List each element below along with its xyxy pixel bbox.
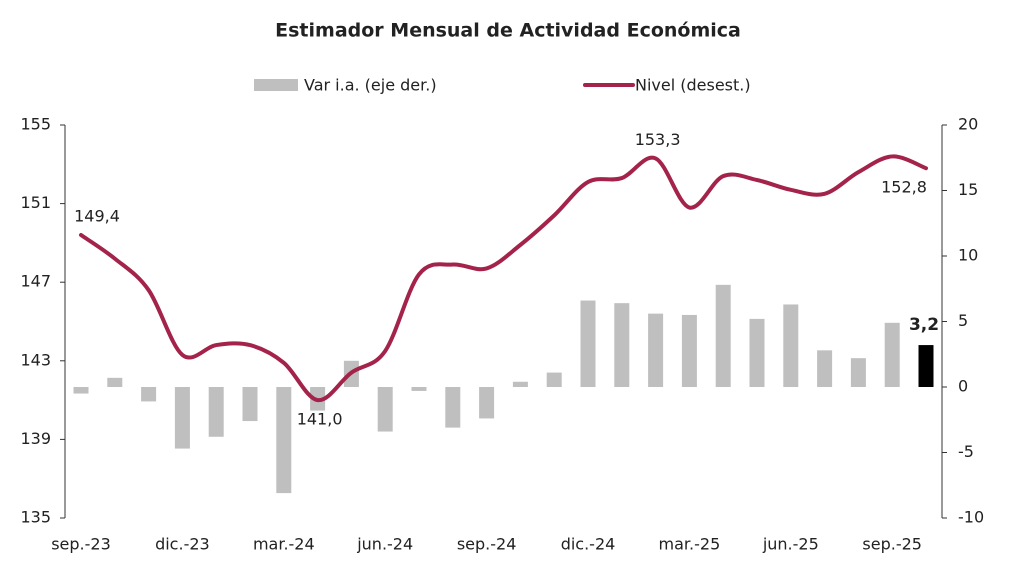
x-tick-label: sep.-24 xyxy=(457,535,517,554)
bar xyxy=(242,387,258,422)
bar xyxy=(715,284,731,387)
x-tick-label: mar.-24 xyxy=(253,535,315,554)
bar xyxy=(749,318,765,387)
y2-tick-label: 15 xyxy=(958,180,978,199)
y-tick-label: 143 xyxy=(20,350,51,369)
line-value-label: 153,3 xyxy=(635,130,681,149)
x-tick-label: jun.-25 xyxy=(762,535,819,554)
y-tick-label: 139 xyxy=(20,429,51,448)
y-tick-label: 135 xyxy=(20,508,51,527)
bar xyxy=(512,381,528,387)
x-tick-label: mar.-25 xyxy=(659,535,721,554)
bar xyxy=(850,358,866,387)
bar xyxy=(377,387,393,432)
legend-label: Var i.a. (eje der.) xyxy=(304,76,437,95)
bar xyxy=(783,304,799,387)
bar xyxy=(817,350,833,387)
bar xyxy=(884,322,900,387)
legend-swatch xyxy=(254,79,298,91)
bar xyxy=(208,387,224,437)
y2-tick-label: -5 xyxy=(958,442,974,461)
bar xyxy=(174,387,190,449)
y-tick-label: 155 xyxy=(20,115,51,134)
bar xyxy=(648,313,664,387)
line xyxy=(79,154,928,403)
bar xyxy=(546,372,562,387)
bar xyxy=(276,387,292,494)
line-value-label: 149,4 xyxy=(74,207,120,226)
bar xyxy=(141,387,157,402)
x-tick-label: jun.-24 xyxy=(356,535,413,554)
y2-tick-label: -10 xyxy=(958,508,984,527)
bar xyxy=(918,345,934,387)
line-value-label: 152,8 xyxy=(881,178,927,197)
bar-value-label: 3,2 xyxy=(909,315,939,335)
y2-tick-label: 10 xyxy=(958,246,978,265)
legend-label: Nivel (desest.) xyxy=(635,76,751,95)
bar xyxy=(411,387,427,391)
bar xyxy=(479,387,495,419)
bar xyxy=(580,300,596,387)
bar xyxy=(107,377,123,387)
y2-tick-label: 20 xyxy=(958,115,978,134)
bar xyxy=(681,314,697,387)
x-tick-label: sep.-23 xyxy=(51,535,111,554)
y2-tick-label: 0 xyxy=(958,377,968,396)
y-tick-label: 147 xyxy=(20,272,51,291)
x-tick-label: dic.-24 xyxy=(561,535,616,554)
x-tick-label: dic.-23 xyxy=(155,535,210,554)
bar xyxy=(614,303,630,387)
x-tick-label: sep.-25 xyxy=(862,535,922,554)
y2-tick-label: 5 xyxy=(958,311,968,330)
bar xyxy=(445,387,461,428)
line-value-label: 141,0 xyxy=(297,410,343,429)
y-tick-label: 151 xyxy=(20,193,51,212)
bar xyxy=(73,387,89,394)
chart-title: Estimador Mensual de Actividad Económica xyxy=(275,20,741,42)
